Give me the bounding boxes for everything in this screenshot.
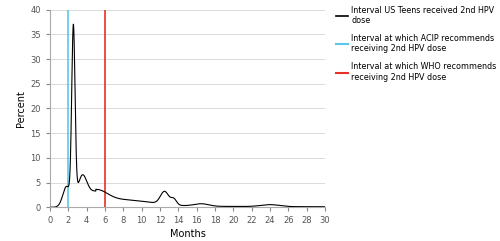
- X-axis label: Months: Months: [170, 229, 205, 240]
- Y-axis label: Percent: Percent: [16, 90, 26, 127]
- Legend: Interval US Teens received 2nd HPV
dose, Interval at which ACIP recommends
recei: Interval US Teens received 2nd HPV dose,…: [336, 6, 496, 82]
